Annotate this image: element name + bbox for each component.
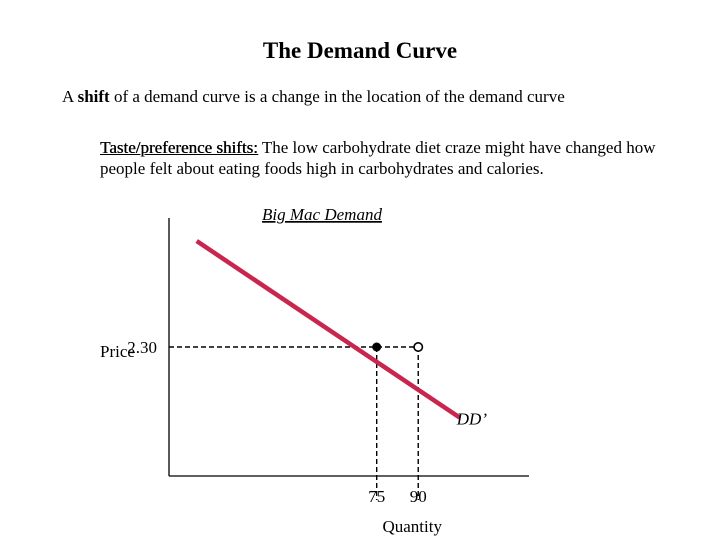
point-marker-2 [413, 341, 424, 352]
x-tick-label-1: 75 [368, 487, 385, 506]
slide-title: The Demand Curve [262, 38, 458, 63]
guide-lines [169, 346, 419, 500]
chart-title: Big Mac Demand [262, 205, 382, 224]
point-markers [372, 341, 424, 352]
x-axis-label: Quantity [382, 517, 442, 536]
definition-suffix: of a demand curve is a change in the loc… [109, 87, 565, 106]
demand-curve-label: DD’ [456, 410, 488, 429]
y-tick-label-1: 2.30 [127, 338, 157, 357]
demand-curve-line-1 [195, 239, 462, 420]
x-tick-label-2: 90 [410, 487, 427, 506]
taste-shift-example: Taste/preference shifts: The low carbohy… [100, 137, 700, 179]
definition-keyword: shift [77, 87, 110, 106]
example-heading: Taste/preference shifts: [100, 138, 258, 157]
example-text: The low carbohydrate diet craze might ha… [100, 138, 656, 178]
y-axis-label: Price [100, 342, 135, 361]
demand-curves: DD’ [195, 239, 488, 429]
definition-prefix: A [62, 87, 78, 106]
tick-labels: 75 90 2.30 [127, 338, 426, 506]
shift-definition: A shift of a demand curve is a change in… [62, 87, 565, 107]
point-marker-1 [372, 342, 382, 352]
